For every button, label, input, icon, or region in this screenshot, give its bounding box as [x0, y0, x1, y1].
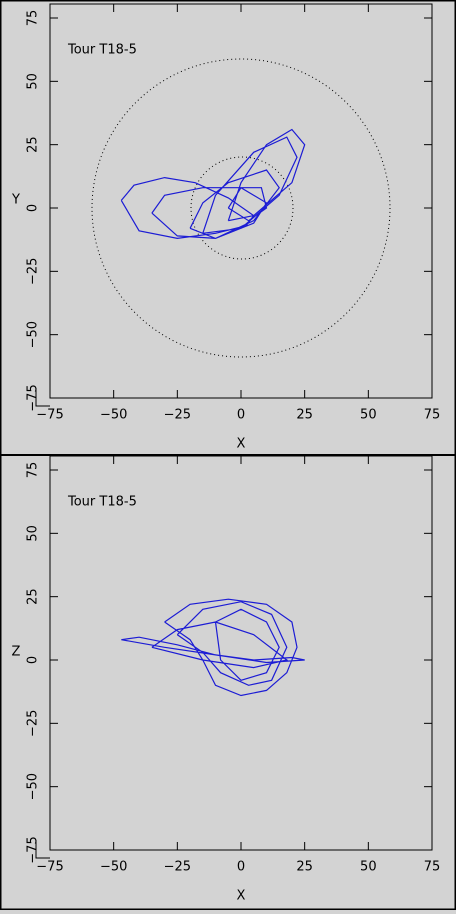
y-tick-label: 50 — [26, 525, 41, 542]
y-tick-label: 75 — [26, 10, 41, 27]
x-tick-label: 50 — [360, 860, 377, 875]
y-tick-label: 25 — [26, 136, 41, 153]
x-tick-label: −75 — [36, 860, 63, 875]
x-tick-label: 75 — [424, 860, 441, 875]
x-tick-label: 50 — [360, 408, 377, 423]
orbit-line — [120, 128, 306, 240]
x-tick-label: −50 — [100, 860, 127, 875]
annotation: Tour T18-5 — [67, 495, 137, 510]
annotation: Tour T18-5 — [67, 43, 137, 58]
y-axis-label: Y — [11, 193, 20, 208]
y-tick-label: −25 — [26, 258, 41, 285]
y-tick-label: −75 — [26, 836, 41, 863]
x-tick-label: 0 — [237, 860, 245, 875]
y-tick-label: 50 — [26, 73, 41, 90]
x-tick-label: 75 — [424, 408, 441, 423]
y-tick-label: −50 — [26, 773, 41, 800]
x-tick-label: 0 — [237, 408, 245, 423]
y-tick-label: 25 — [26, 588, 41, 605]
y-tick-label: 0 — [26, 656, 41, 664]
y-tick-label: 0 — [26, 204, 41, 212]
outer-orbit — [91, 58, 391, 358]
y-tick-label: −50 — [26, 321, 41, 348]
corner-mark — [35, 388, 50, 407]
orbit-line — [121, 598, 305, 697]
x-axis-label: X — [237, 889, 246, 904]
x-tick-label: −25 — [164, 860, 191, 875]
inner-orbit — [190, 156, 294, 260]
y-tick-label: −25 — [26, 710, 41, 737]
x-tick-label: 25 — [296, 408, 313, 423]
y-tick-label: −75 — [26, 384, 41, 411]
y-axis-label: Z — [12, 645, 21, 660]
x-tick-label: −25 — [164, 408, 191, 423]
y-tick-label: 75 — [26, 462, 41, 479]
x-tick-label: 25 — [296, 860, 313, 875]
x-tick-label: −75 — [36, 408, 63, 423]
x-axis-label: X — [237, 437, 246, 452]
x-tick-label: −50 — [100, 408, 127, 423]
corner-mark — [35, 840, 50, 859]
